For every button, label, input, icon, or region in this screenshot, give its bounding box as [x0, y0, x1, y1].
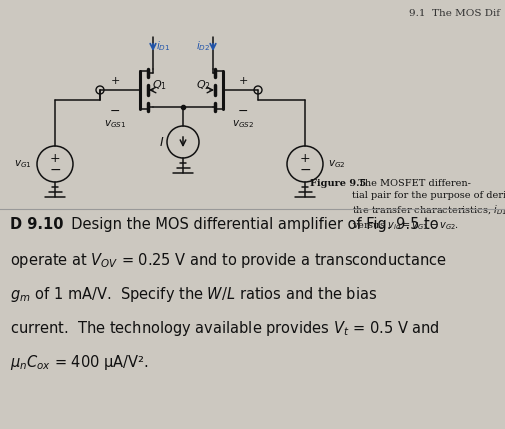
Text: D 9.10: D 9.10: [10, 217, 64, 232]
Text: −: −: [299, 163, 311, 177]
Text: $Q_2$: $Q_2$: [196, 78, 211, 92]
Text: −: −: [49, 163, 61, 177]
Text: +: +: [49, 151, 60, 164]
Text: current.  The technology available provides $V_t$ = 0.5 V and: current. The technology available provid…: [10, 319, 440, 338]
Text: operate at $V_{OV}$ = 0.25 V and to provide a transconductance: operate at $V_{OV}$ = 0.25 V and to prov…: [10, 251, 447, 270]
Text: $i_{D2}$: $i_{D2}$: [195, 39, 210, 53]
Text: $I$: $I$: [159, 136, 164, 148]
Text: −: −: [238, 105, 248, 118]
Text: −: −: [110, 105, 120, 118]
Text: Figure 9.5: Figure 9.5: [310, 179, 366, 188]
Text: $v_{GS1}$: $v_{GS1}$: [104, 118, 126, 130]
Text: $v_{G1}$: $v_{G1}$: [14, 158, 32, 170]
Text: +: +: [238, 76, 247, 86]
Text: The MOSFET differen-
tial pair for the purpose of deriving
the transfer characte: The MOSFET differen- tial pair for the p…: [352, 179, 505, 233]
Text: $\mu_n C_{ox}$ = 400 μA/V².: $\mu_n C_{ox}$ = 400 μA/V².: [10, 353, 149, 372]
Text: $v_{GS2}$: $v_{GS2}$: [232, 118, 254, 130]
Text: +: +: [299, 151, 310, 164]
Text: 9.1  The MOS Dif: 9.1 The MOS Dif: [409, 9, 500, 18]
Text: $i_{D1}$: $i_{D1}$: [156, 39, 171, 53]
Text: $Q_1$: $Q_1$: [152, 78, 167, 92]
Text: $g_m$ of 1 mA/V.  Specify the $W/L$ ratios and the bias: $g_m$ of 1 mA/V. Specify the $W/L$ ratio…: [10, 285, 377, 304]
Text: +: +: [110, 76, 120, 86]
Text: $v_{G2}$: $v_{G2}$: [328, 158, 345, 170]
Text: Design the MOS differential amplifier of Fig. 9.5 to: Design the MOS differential amplifier of…: [62, 217, 439, 232]
